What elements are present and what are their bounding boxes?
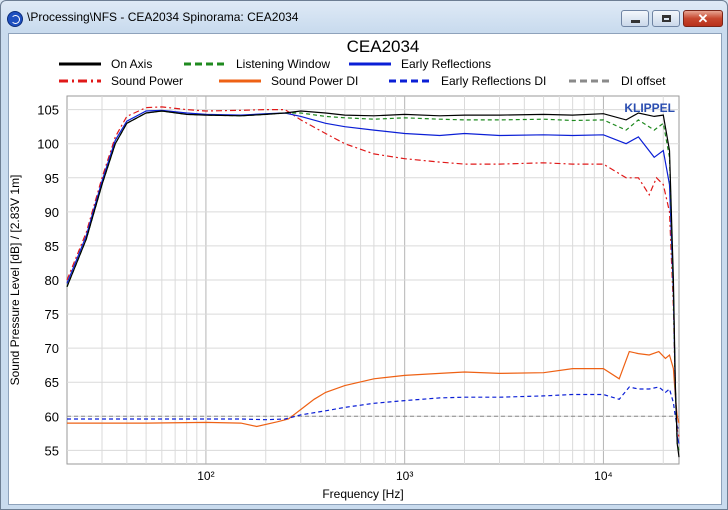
- brand-label: KLIPPEL: [624, 101, 675, 115]
- window-title: \Processing\NFS - CEA2034 Spinorama: CEA…: [27, 10, 299, 24]
- series-line: [67, 386, 680, 431]
- legend-label: Sound Power DI: [271, 74, 358, 88]
- legend-label: Early Reflections: [401, 57, 491, 71]
- x-tick-label: 10³: [396, 469, 413, 483]
- x-axis-label: Frequency [Hz]: [322, 487, 403, 501]
- series-line: [67, 350, 680, 428]
- chart-panel: 55 60 65 70 75 80 85 90 95 100 105 10² 10³ 10⁴ Frequen…: [8, 33, 722, 505]
- title-bar[interactable]: \Processing\NFS - CEA2034 Spinorama: CEA…: [1, 1, 727, 33]
- cea2034-chart[interactable]: 55 60 65 70 75 80 85 90 95 100 105 10² 10³ 10⁴ Frequen…: [9, 34, 721, 504]
- x-tick-label: 10²: [197, 469, 214, 483]
- y-tick-label: 95: [45, 171, 59, 186]
- y-tick-label: 60: [45, 409, 59, 424]
- legend-label: Listening Window: [236, 57, 330, 71]
- y-tick-label: 105: [37, 103, 59, 118]
- x-tick-label: 10⁴: [594, 469, 613, 483]
- y-tick-label: 70: [45, 341, 59, 356]
- y-tick-label: 90: [45, 205, 59, 220]
- chart-title: CEA2034: [347, 37, 420, 56]
- legend-label: Sound Power: [111, 74, 183, 88]
- series-line: [66, 110, 680, 458]
- minimize-button[interactable]: [621, 10, 649, 27]
- y-tick-label: 80: [45, 273, 59, 288]
- series-line: [66, 106, 680, 437]
- y-tick-label: 75: [45, 307, 59, 322]
- maximize-button[interactable]: [652, 10, 680, 27]
- y-tick-label: 85: [45, 239, 59, 254]
- maximize-icon: [653, 11, 679, 26]
- y-tick-label: 65: [45, 375, 59, 390]
- series-line: [66, 109, 680, 444]
- legend-label: On Axis: [111, 57, 152, 71]
- y-axis-label: Sound Pressure Level [dB] / [2.83V 1m]: [9, 175, 22, 386]
- y-tick-label: 55: [45, 443, 59, 458]
- klippel-app-icon[interactable]: [7, 11, 23, 27]
- legend-label: Early Reflections DI: [441, 74, 546, 88]
- close-button[interactable]: ✕: [683, 10, 723, 27]
- y-tick-label: 100: [37, 137, 59, 152]
- legend-label: DI offset: [621, 74, 666, 88]
- close-icon: ✕: [697, 10, 709, 26]
- minimize-icon: [622, 11, 648, 26]
